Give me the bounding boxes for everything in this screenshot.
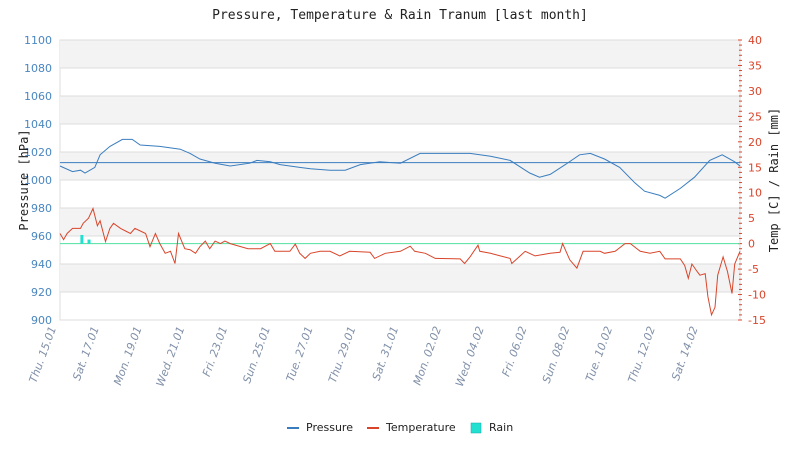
x-tick-label: Sat. 31.01: [370, 325, 402, 383]
right-tick-label: 35: [748, 59, 762, 72]
left-tick-label: 980: [31, 202, 52, 215]
grid-bands: [59, 39, 741, 321]
x-tick-label: Sat. 17.01: [70, 325, 102, 383]
right-tick-label: 20: [748, 136, 762, 149]
x-tick-label: Tue. 10.02: [583, 325, 615, 384]
left-tick-label: 1040: [24, 118, 52, 131]
left-tick-label: 900: [31, 314, 52, 327]
x-tick-label: Sun. 25.01: [240, 325, 273, 385]
right-tick-label: 25: [748, 110, 762, 123]
x-tick-label: Thu. 15.01: [27, 325, 59, 385]
temperature-line: [59, 207, 741, 317]
left-tick-label: 1100: [24, 34, 52, 47]
left-tick-label: 1080: [24, 62, 52, 75]
left-axis-ticks: 900 920 940 960 980 1000 1020 1040 1060 1080 1100: [24, 34, 52, 327]
x-tick-label: Thu. 12.02: [625, 325, 657, 385]
right-tick-label: -15: [748, 314, 766, 327]
x-tick-label: Mon. 19.01: [111, 325, 144, 387]
left-tick-label: 1020: [24, 146, 52, 159]
plot-marks: [59, 138, 741, 317]
right-tick-label: 30: [748, 85, 762, 98]
chart-title: Pressure, Temperature & Rain Tranum [las…: [212, 8, 588, 23]
x-tick-label: Fri. 06.02: [499, 325, 529, 379]
right-axis-label: Temp [C] / Rain [mm]: [767, 108, 781, 253]
legend: Pressure Temperature Rain: [287, 421, 513, 434]
left-axis-label: Pressure [hPa]: [17, 129, 31, 230]
right-tick-label: -10: [748, 289, 766, 302]
legend-rain: Rain: [489, 421, 513, 434]
x-tick-label: Thu. 29.01: [326, 325, 358, 385]
rain-bar: [80, 234, 84, 244]
x-tick-label: Sun. 08.02: [540, 325, 573, 385]
grid-band: [60, 208, 740, 236]
rain-bar: [87, 239, 91, 244]
left-tick-label: 1060: [24, 90, 52, 103]
x-tick-label: Tue. 27.01: [284, 325, 316, 384]
right-tick-label: 10: [748, 187, 762, 200]
grid-band: [60, 264, 740, 292]
x-tick-label: Fri. 23.01: [200, 325, 230, 379]
pressure-line: [59, 138, 741, 199]
right-tick-label: 15: [748, 161, 762, 174]
right-tick-label: 40: [748, 34, 762, 47]
x-tick-label: Wed. 04.02: [453, 325, 487, 389]
right-tick-label: 0: [748, 238, 755, 251]
right-tick-label: 5: [748, 212, 755, 225]
legend-temperature: Temperature: [385, 421, 456, 434]
legend-rain-swatch: [470, 422, 482, 434]
x-axis-ticks: Thu. 15.01 Sat. 17.01 Mon. 19.01 Wed. 21.01…: [27, 325, 701, 389]
x-tick-label: Wed. 21.01: [154, 325, 188, 389]
left-tick-label: 920: [31, 286, 52, 299]
right-tick-label: -5: [748, 263, 759, 276]
x-tick-label: Sat. 14.02: [669, 325, 701, 383]
left-tick-label: 940: [31, 258, 52, 271]
right-axis-ticks: -15 -10 -5 0 5 10 15 20 25 30 35 40: [738, 34, 766, 327]
grid-band: [60, 96, 740, 124]
grid-band: [60, 40, 740, 68]
grid-band: [60, 152, 740, 180]
x-tick-label: Mon. 02.02: [411, 325, 444, 387]
left-tick-label: 960: [31, 230, 52, 243]
legend-pressure: Pressure: [306, 421, 353, 434]
left-tick-label: 1000: [24, 174, 52, 187]
